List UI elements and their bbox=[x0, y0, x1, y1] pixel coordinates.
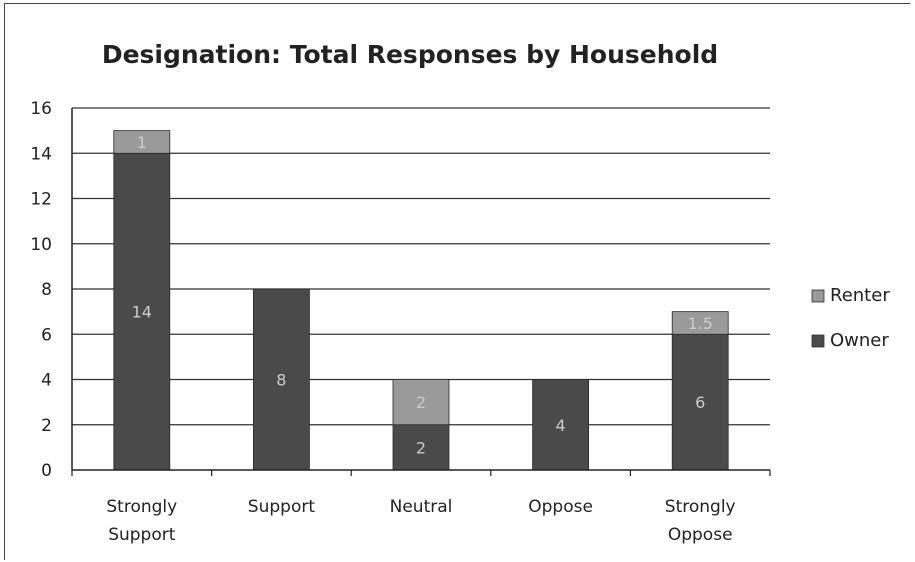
y-axis-ticks: 0 2 4 6 8 10 12 14 16 bbox=[30, 99, 52, 481]
y-tick-label: 12 bbox=[30, 190, 52, 210]
x-category-label: Strongly bbox=[106, 497, 177, 517]
x-axis: Strongly Support Support Neutral Oppose Stron… bbox=[71, 108, 771, 545]
data-label: 14 bbox=[132, 303, 152, 322]
legend-swatch bbox=[811, 289, 825, 303]
legend-label: Owner bbox=[830, 330, 889, 351]
x-category-label: Oppose bbox=[668, 525, 733, 545]
data-label: 2 bbox=[416, 438, 426, 457]
x-category-label: Support bbox=[108, 525, 176, 545]
y-tick-label: 8 bbox=[41, 280, 52, 300]
data-label: 4 bbox=[556, 416, 566, 435]
gridlines bbox=[72, 107, 770, 426]
y-tick-label: 2 bbox=[41, 416, 52, 436]
bars: 14 1 8 2 2 4 6 1.5 bbox=[113, 130, 729, 471]
legend: Renter Owner bbox=[811, 285, 890, 351]
bar-owner bbox=[671, 333, 729, 471]
y-tick-label: 14 bbox=[30, 144, 52, 164]
data-label: 8 bbox=[276, 371, 286, 390]
bar-renter bbox=[671, 311, 729, 335]
legend-label: Renter bbox=[830, 285, 890, 306]
data-label: 6 bbox=[695, 393, 705, 412]
data-label: 1 bbox=[137, 133, 147, 152]
x-category-label: Strongly bbox=[665, 497, 736, 517]
bar-renter bbox=[113, 130, 171, 154]
x-category-label: Oppose bbox=[528, 497, 593, 517]
x-category-label: Support bbox=[248, 497, 316, 517]
y-tick-label: 4 bbox=[41, 371, 52, 391]
y-tick-label: 16 bbox=[30, 99, 52, 119]
bar-renter bbox=[392, 379, 450, 426]
data-label: 2 bbox=[416, 393, 426, 412]
chart-title: Designation: Total Responses by Househol… bbox=[101, 40, 719, 69]
y-tick-label: 6 bbox=[41, 325, 52, 345]
x-category-label: Neutral bbox=[390, 497, 453, 517]
bar-owner bbox=[113, 152, 171, 471]
legend-swatch bbox=[811, 334, 825, 348]
data-label: 1.5 bbox=[687, 314, 712, 333]
bar-owner bbox=[532, 379, 589, 471]
y-tick-label: 10 bbox=[30, 235, 52, 255]
y-tick-label: 0 bbox=[41, 461, 52, 481]
